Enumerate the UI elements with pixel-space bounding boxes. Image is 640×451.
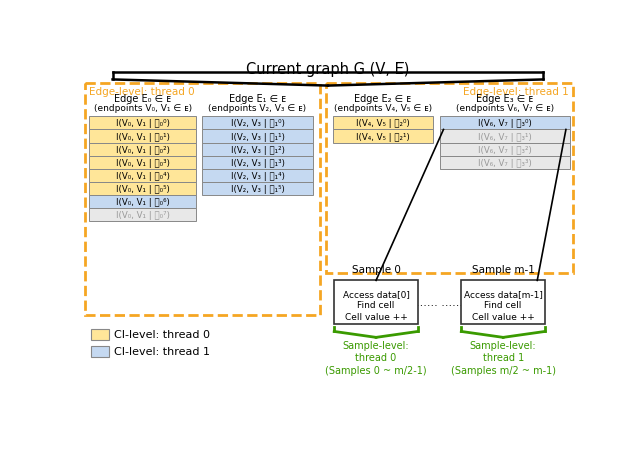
Bar: [202, 130, 312, 143]
Text: I(V₆, V₇ | ₃²): I(V₆, V₇ | ₃²): [478, 145, 532, 154]
Bar: [90, 130, 196, 143]
Text: Edge E₁ ∈ ᴇ: Edge E₁ ∈ ᴇ: [229, 94, 286, 104]
Bar: [90, 208, 196, 221]
Text: (endpoints V₀, V₁ ∈ ᴇ): (endpoints V₀, V₁ ∈ ᴇ): [93, 103, 192, 112]
Text: Edge E₂ ∈ ᴇ: Edge E₂ ∈ ᴇ: [355, 94, 412, 104]
Text: I(V₂, V₃ | ₁⁵): I(V₂, V₃ | ₁⁵): [230, 184, 284, 193]
Text: I(V₄, V₅ | ₂⁰): I(V₄, V₅ | ₂⁰): [356, 119, 410, 128]
Text: Sample m-1: Sample m-1: [472, 265, 534, 275]
Text: I(V₀, V₁ | ₀⁵): I(V₀, V₁ | ₀⁵): [116, 184, 170, 193]
Bar: [202, 143, 312, 156]
Bar: [440, 156, 570, 170]
Text: (endpoints V₄, V₅ ∈ ᴇ): (endpoints V₄, V₅ ∈ ᴇ): [334, 103, 432, 112]
Text: Edge-level: thread 0: Edge-level: thread 0: [88, 87, 194, 97]
Text: I(V₀, V₁ | ₀⁰): I(V₀, V₁ | ₀⁰): [116, 119, 170, 128]
Text: I(V₂, V₃ | ₁³): I(V₂, V₃ | ₁³): [230, 158, 284, 167]
Bar: [202, 117, 312, 130]
Text: I(V₀, V₁ | ₀⁴): I(V₀, V₁ | ₀⁴): [116, 171, 170, 180]
Text: CI-level: thread 0: CI-level: thread 0: [114, 330, 210, 340]
Bar: [91, 346, 109, 357]
Text: Cell value ++: Cell value ++: [345, 312, 408, 321]
Text: I(V₀, V₁ | ₀⁷): I(V₀, V₁ | ₀⁷): [116, 211, 170, 220]
Bar: [202, 170, 312, 182]
Text: Find cell: Find cell: [357, 301, 395, 310]
Text: ...... ......: ...... ......: [416, 297, 463, 307]
Text: Cell value ++: Cell value ++: [472, 312, 534, 321]
Bar: [202, 156, 312, 170]
Text: I(V₆, V₇ | ₃¹): I(V₆, V₇ | ₃¹): [478, 132, 532, 141]
Bar: [90, 156, 196, 170]
Bar: [440, 143, 570, 156]
Bar: [461, 281, 545, 324]
Text: Access data[0]: Access data[0]: [342, 289, 410, 298]
Text: Edge E₀ ∈ ᴇ: Edge E₀ ∈ ᴇ: [114, 94, 172, 104]
Bar: [90, 195, 196, 208]
Bar: [90, 143, 196, 156]
Text: I(V₂, V₃ | ₁⁰): I(V₂, V₃ | ₁⁰): [230, 119, 284, 128]
Text: I(V₄, V₅ | ₂¹): I(V₄, V₅ | ₂¹): [356, 132, 410, 141]
Text: Find cell: Find cell: [484, 301, 522, 310]
Text: Sample 0: Sample 0: [351, 265, 401, 275]
Bar: [91, 329, 109, 340]
Text: I(V₂, V₃ | ₁²): I(V₂, V₃ | ₁²): [230, 145, 284, 154]
Text: Sample-level:
thread 0
(Samples 0 ~ m/2-1): Sample-level: thread 0 (Samples 0 ~ m/2-…: [325, 340, 427, 375]
Text: Current graph G (V, E̅): Current graph G (V, E̅): [246, 62, 410, 77]
Text: Edge-level: thread 1: Edge-level: thread 1: [463, 87, 569, 97]
Bar: [440, 117, 570, 130]
Text: (endpoints V₂, V₃ ∈ ᴇ): (endpoints V₂, V₃ ∈ ᴇ): [209, 103, 307, 112]
Bar: [333, 130, 433, 143]
Bar: [202, 182, 312, 195]
Bar: [333, 117, 433, 130]
Text: Sample-level:
thread 1
(Samples m/2 ~ m-1): Sample-level: thread 1 (Samples m/2 ~ m-…: [451, 340, 556, 375]
Text: I(V₀, V₁ | ₀¹): I(V₀, V₁ | ₀¹): [116, 132, 170, 141]
Text: I(V₀, V₁ | ₀⁶): I(V₀, V₁ | ₀⁶): [116, 198, 170, 207]
Text: I(V₆, V₇ | ₃⁰): I(V₆, V₇ | ₃⁰): [478, 119, 532, 128]
Bar: [440, 130, 570, 143]
Bar: [90, 117, 196, 130]
Bar: [326, 83, 573, 274]
Text: (endpoints V₆, V₇ ∈ ᴇ): (endpoints V₆, V₇ ∈ ᴇ): [456, 103, 554, 112]
Text: I(V₀, V₁ | ₀²): I(V₀, V₁ | ₀²): [116, 145, 170, 154]
Bar: [334, 281, 418, 324]
Text: I(V₂, V₃ | ₁⁴): I(V₂, V₃ | ₁⁴): [230, 171, 284, 180]
Text: Edge E₃ ∈ ᴇ: Edge E₃ ∈ ᴇ: [476, 94, 533, 104]
Bar: [84, 83, 320, 315]
Text: I(V₂, V₃ | ₁¹): I(V₂, V₃ | ₁¹): [230, 132, 284, 141]
Bar: [90, 170, 196, 182]
Text: I(V₀, V₁ | ₀³): I(V₀, V₁ | ₀³): [116, 158, 170, 167]
Text: Access data[m-1]: Access data[m-1]: [464, 289, 543, 298]
Text: CI-level: thread 1: CI-level: thread 1: [114, 346, 210, 356]
Text: I(V₆, V₇ | ₃³): I(V₆, V₇ | ₃³): [478, 158, 532, 167]
Bar: [90, 182, 196, 195]
